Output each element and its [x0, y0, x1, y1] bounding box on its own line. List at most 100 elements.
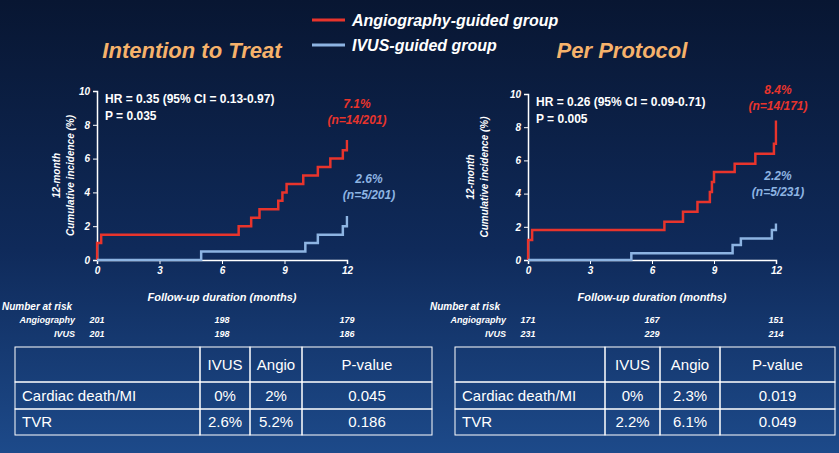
number-at-risk-value: 201 — [88, 329, 104, 339]
legend-label: IVUS-guided group — [352, 37, 497, 54]
series-line — [97, 140, 347, 260]
y-tick-mark — [524, 227, 528, 228]
table-cell — [302, 382, 432, 409]
table-cell — [200, 382, 250, 409]
y-tick-mark — [524, 94, 528, 95]
table-cell — [200, 409, 250, 435]
y-axis-title: 12-month — [51, 153, 62, 198]
table-header: Angio — [257, 356, 295, 373]
end-label: (n=14/171) — [748, 99, 807, 113]
plot-lines — [97, 140, 347, 260]
table-cell — [660, 382, 720, 409]
y-tick-mark — [93, 91, 97, 92]
table-cell-text: 0% — [214, 387, 236, 404]
legend-label: Angiography-guided group — [351, 12, 558, 29]
y-tick-label: 2 — [514, 222, 521, 233]
table-cell-text: 0% — [622, 387, 644, 404]
y-tick-mark — [524, 160, 528, 161]
table-cell — [455, 347, 605, 382]
y-axis: 0246810 — [510, 89, 529, 266]
legend: Angiography-guided group IVUS-guided grou… — [312, 12, 558, 54]
table-header: P-value — [752, 356, 803, 373]
y-tick-mark — [524, 127, 528, 128]
number-at-risk-group: IVUS — [485, 329, 506, 339]
table-cell — [15, 409, 200, 435]
number-at-risk-value: 198 — [214, 329, 229, 339]
chart-title: Per Protocol — [557, 38, 689, 63]
end-label: (n=5/231) — [752, 185, 804, 199]
y-tick: 10 — [79, 86, 97, 97]
x-tick-label: 0 — [95, 265, 101, 276]
series-line — [528, 121, 776, 260]
series-line — [97, 216, 347, 260]
y-tick: 0 — [515, 255, 528, 266]
chart: Per Protocol036912024681012-monthCumulat… — [430, 38, 835, 435]
end-label: 2.2% — [763, 169, 792, 183]
x-tick-label: 3 — [157, 265, 163, 276]
y-tick: 8 — [84, 120, 97, 131]
table-cell-text: 0.045 — [348, 387, 386, 404]
x-tick: 3 — [157, 260, 163, 276]
x-axis-title: Follow-up duration (months) — [147, 291, 296, 303]
x-tick-mark — [347, 260, 348, 264]
table-cell — [250, 409, 302, 435]
table-cell-text: 0.049 — [759, 413, 797, 430]
legend-swatch — [312, 44, 345, 47]
number-at-risk-title: Number at risk — [430, 301, 500, 312]
annotation: P = 0.035 — [105, 109, 157, 123]
y-tick-label: 8 — [84, 120, 90, 131]
table-cell — [15, 347, 200, 382]
number-at-risk-value: 167 — [644, 315, 660, 325]
table-cell-text: 0.186 — [348, 413, 386, 430]
y-tick-label: 0 — [515, 255, 521, 266]
table-cell-text: 2.3% — [673, 387, 707, 404]
table-cell-text: 0.019 — [759, 387, 797, 404]
table-cell — [605, 409, 660, 435]
end-label: (n=5/201) — [343, 188, 395, 202]
table-cell — [15, 382, 200, 409]
y-tick-label: 10 — [510, 89, 522, 100]
y-tick-mark — [93, 192, 97, 193]
y-tick-label: 6 — [515, 155, 521, 166]
table-cell-text: 2% — [265, 387, 287, 404]
table-header: IVUS — [615, 356, 650, 373]
y-tick: 6 — [84, 153, 97, 164]
number-at-risk-group: IVUS — [54, 329, 75, 339]
y-axis: 0246810 — [79, 86, 98, 266]
y-tick-mark — [93, 159, 97, 160]
y-tick: 2 — [83, 221, 97, 232]
table-header: IVUS — [207, 356, 242, 373]
x-tick: 0 — [526, 260, 532, 276]
x-tick-mark — [776, 260, 777, 264]
x-tick: 0 — [95, 260, 101, 276]
end-label: 2.6% — [354, 172, 383, 186]
y-tick-mark — [524, 260, 528, 261]
table-cell — [660, 409, 720, 435]
x-tick-mark — [652, 260, 653, 264]
y-tick: 8 — [515, 122, 528, 133]
y-axis-line — [524, 95, 529, 261]
x-tick-label: 9 — [712, 265, 718, 276]
table-cell — [660, 347, 720, 382]
x-tick-label: 3 — [588, 265, 594, 276]
x-tick: 3 — [588, 260, 594, 276]
table-cell-text: 2.2% — [615, 413, 649, 430]
number-at-risk-value: 171 — [520, 315, 535, 325]
number-at-risk-value: 198 — [214, 315, 229, 325]
x-axis: 036912 — [95, 260, 354, 276]
y-tick-mark — [93, 125, 97, 126]
number-at-risk-value: 231 — [519, 329, 535, 339]
table-cell — [200, 347, 250, 382]
table-cell — [720, 409, 835, 435]
x-axis-title: Follow-up duration (months) — [577, 291, 726, 303]
number-at-risk-value: 186 — [339, 329, 355, 339]
table-header: Angio — [671, 356, 709, 373]
y-tick: 0 — [84, 255, 97, 266]
table-cell — [455, 409, 605, 435]
y-tick: 6 — [515, 155, 528, 166]
table-header: P-value — [342, 356, 393, 373]
x-tick: 12 — [771, 260, 783, 276]
table-cell — [302, 409, 432, 435]
x-tick-label: 0 — [526, 265, 532, 276]
y-tick-mark — [524, 194, 528, 195]
